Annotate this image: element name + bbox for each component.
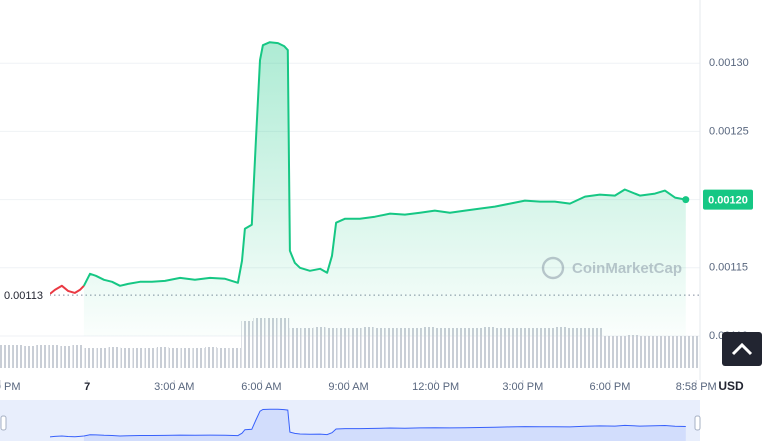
volume-bar	[36, 345, 48, 368]
nav-line	[83, 408, 686, 437]
volume-bar	[386, 328, 398, 368]
nav-handle[interactable]	[694, 415, 701, 431]
volume-bar	[567, 328, 579, 368]
volume-bar	[301, 328, 314, 368]
volume-bar	[325, 328, 338, 368]
volume-bar	[482, 327, 495, 368]
volume-bar	[241, 321, 253, 368]
volume-bar	[337, 328, 350, 368]
volume-bar	[313, 327, 326, 368]
y-tick-label: 0.00115	[709, 262, 748, 274]
volume-bar	[108, 347, 121, 368]
x-tick-label: 9:00 AM	[328, 381, 368, 393]
scroll-top-button[interactable]	[722, 332, 762, 366]
volume-bar	[555, 327, 567, 368]
volume-bar	[446, 328, 459, 368]
area	[83, 42, 686, 336]
volume-bar	[229, 348, 241, 368]
watermark: CoinMarketCap	[541, 256, 682, 280]
volume	[0, 318, 700, 368]
volume-bar	[181, 348, 193, 368]
volume-bar	[24, 346, 36, 368]
x-tick-label: 6:00 PM	[589, 381, 630, 393]
volume-bar	[458, 328, 471, 368]
navigator	[0, 400, 700, 441]
volume-bar	[494, 328, 507, 368]
x-tick-label: 12:00 PM	[412, 381, 459, 393]
volume-bar	[675, 336, 688, 368]
x-tick-label: 3:00 PM	[502, 381, 543, 393]
volume-bar	[193, 348, 205, 368]
volume-bar	[651, 336, 664, 368]
volume-bar	[663, 336, 676, 368]
x-tick-label: 9:00 PM	[0, 381, 20, 393]
volume-bar	[72, 345, 84, 368]
volume-bar	[144, 348, 157, 368]
volume-bar	[543, 328, 555, 368]
reference-label: 0.00113	[4, 290, 43, 302]
volume-bar	[96, 348, 109, 368]
volume-bar	[422, 327, 434, 368]
volume-bar	[687, 336, 700, 368]
x-tick-label: 8:58 PM	[676, 381, 717, 393]
volume-bar	[277, 318, 290, 368]
volume-bar	[591, 328, 603, 368]
volume-bar	[627, 335, 640, 368]
volume-bar	[506, 328, 519, 368]
reference-label-bg	[0, 287, 50, 304]
volume-bar	[470, 328, 483, 368]
volume-bar	[579, 328, 591, 368]
volume-bar	[531, 328, 543, 368]
nav-handle[interactable]	[0, 415, 7, 431]
volume-bar	[84, 348, 97, 368]
nav-area	[83, 409, 686, 441]
volume-bar	[48, 345, 60, 368]
volume-bar	[434, 328, 447, 368]
volume-bar	[0, 345, 12, 368]
volume-bar	[205, 347, 217, 368]
volume-bar	[217, 348, 229, 368]
volume-bar	[350, 328, 362, 368]
volume-bar	[253, 318, 266, 368]
currency: USD	[718, 379, 744, 393]
volume-bar	[603, 336, 616, 368]
volume-bar	[518, 328, 531, 368]
volume-bar	[398, 328, 410, 368]
x-tick-label: 3:00 AM	[154, 381, 194, 393]
volume-bar	[60, 346, 72, 368]
volume-bar	[12, 345, 24, 368]
y-tick-label: 0.00130	[709, 57, 749, 69]
price-line	[49, 284, 85, 295]
price-badge-label: 0.00120	[708, 195, 748, 207]
x-tick-label: 7	[84, 381, 90, 393]
volume-bar	[374, 328, 386, 368]
volume-bar	[156, 347, 169, 368]
volume-bar	[289, 328, 302, 368]
volume-bar	[168, 348, 181, 368]
y-tick-label: 0.00125	[709, 125, 749, 137]
x-tick-label: 6:00 AM	[241, 381, 281, 393]
plot	[0, 41, 700, 336]
volume-bar	[132, 348, 145, 368]
navigator-series	[49, 408, 686, 441]
price-badge	[703, 189, 753, 210]
volume-bar	[362, 327, 374, 368]
price-line	[83, 41, 686, 287]
last-point	[682, 196, 690, 204]
volume-bar	[615, 336, 628, 368]
volume-bar	[265, 318, 278, 368]
volume-bar	[639, 336, 652, 368]
watermark-text: CoinMarketCap	[572, 260, 682, 277]
volume-bar	[410, 328, 422, 368]
nav-line	[49, 435, 84, 438]
volume-bar	[120, 348, 133, 368]
